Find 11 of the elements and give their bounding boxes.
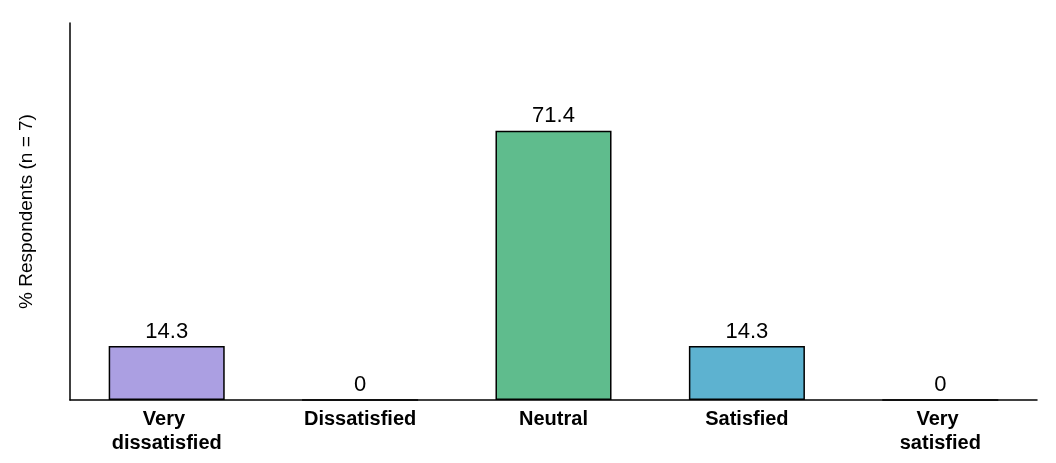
- x-tick-label: Dissatisfied: [303, 407, 417, 429]
- x-tick-label: Very satisfied: [899, 407, 981, 453]
- data-label: 0: [934, 370, 947, 396]
- x-tick-label: Satisfied: [705, 407, 789, 429]
- x-tick-label: Neutral: [519, 407, 588, 429]
- data-label: 0: [353, 370, 367, 396]
- data-label: 14.3: [725, 317, 769, 343]
- y-axis-title: % Respondents (n = 7): [15, 114, 36, 309]
- x-tick-label: Very dissatisfied: [111, 407, 222, 453]
- data-label: 71.4: [532, 102, 575, 128]
- data-label: 14.3: [145, 317, 189, 343]
